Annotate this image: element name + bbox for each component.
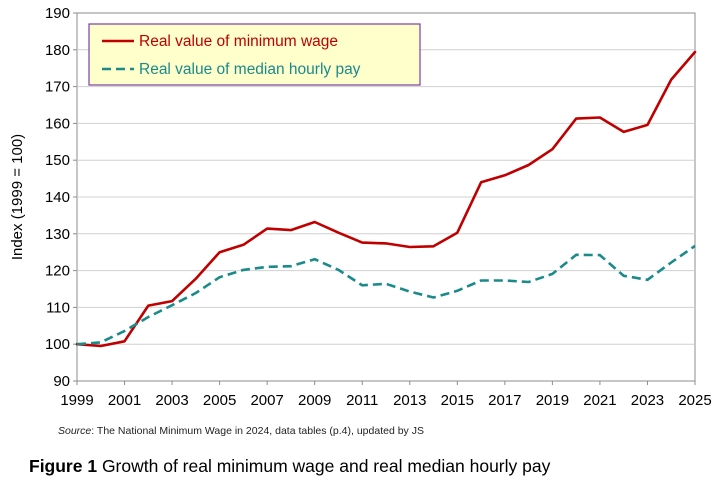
chart: 90 100 110 120 130 140 150 160 170 180 190 1999 200…: [9, 5, 712, 409]
x-tick-label: 2011: [346, 392, 378, 409]
x-tick-label: 2003: [155, 392, 188, 409]
x-axis-ticks: 1999 2001 2003 2005 2007 2009 2011 2013 2015 2017…: [60, 381, 712, 409]
y-tick-label: 110: [46, 299, 70, 316]
series-line-median-pay: [76, 244, 696, 346]
x-tick-label: 1999: [60, 392, 93, 409]
x-tick-label: 2021: [583, 392, 616, 409]
figure-caption: Figure 1 Growth of real minimum wage and…: [29, 456, 550, 477]
y-tick-label: 150: [45, 152, 70, 169]
x-tick-label: 2023: [631, 392, 664, 409]
legend-box: [88, 23, 421, 86]
y-tick-label: 90: [53, 373, 70, 390]
x-tick-label: 2015: [441, 392, 474, 409]
y-tick-label: 190: [45, 5, 70, 22]
y-tick-label: 100: [45, 336, 70, 353]
y-axis-ticks: 90 100 110 120 130 140 150 160 170 180 190: [45, 5, 77, 390]
x-tick-label: 2009: [298, 392, 331, 409]
y-tick-label: 160: [45, 115, 70, 132]
source-label: Source: [58, 425, 92, 437]
y-tick-label: 180: [45, 42, 70, 59]
y-tick-label: 170: [45, 79, 70, 96]
series-lines: [75, 50, 697, 348]
y-tick-label: 140: [45, 189, 70, 206]
x-tick-label: 2001: [108, 392, 141, 409]
caption-label: Figure 1: [29, 456, 98, 476]
x-tick-label: 2017: [488, 392, 521, 409]
source-note: Source: The National Minimum Wage in 202…: [58, 425, 424, 437]
legend-label: Real value of median hourly pay: [139, 61, 361, 78]
x-tick-label: 2005: [203, 392, 236, 409]
y-tick-label: 120: [45, 263, 70, 280]
legend: Real value of minimum wage Real value of …: [88, 23, 421, 86]
x-tick-label: 2007: [250, 392, 283, 409]
source-text: : The National Minimum Wage in 2024, dat…: [91, 425, 424, 437]
x-tick-label: 2019: [536, 392, 569, 409]
y-axis-title: Index (1999 = 100): [9, 134, 26, 260]
legend-label: Real value of minimum wage: [139, 33, 338, 50]
y-tick-label: 130: [45, 226, 70, 243]
caption-text: Growth of real minimum wage and real med…: [97, 456, 551, 476]
series-line-minimum-wage: [75, 50, 697, 348]
x-tick-label: 2013: [393, 392, 426, 409]
x-tick-label: 2025: [678, 392, 711, 409]
